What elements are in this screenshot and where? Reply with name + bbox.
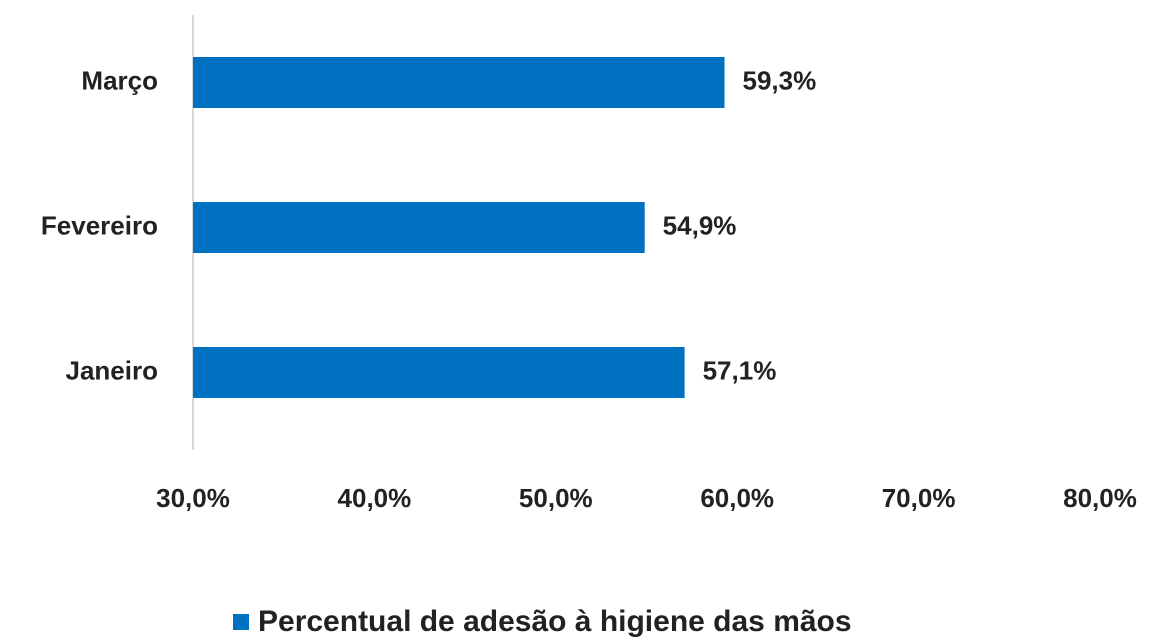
y-tick-label: Fevereiro: [41, 210, 158, 240]
x-tick-label: 40,0%: [338, 483, 412, 513]
x-tick-label: 50,0%: [519, 483, 593, 513]
x-tick-label: 80,0%: [1063, 483, 1137, 513]
legend-label: Percentual de adesão à higiene das mãos: [258, 605, 852, 638]
legend-swatch: [233, 614, 249, 630]
bar: [193, 347, 685, 398]
x-tick-label: 60,0%: [700, 483, 774, 513]
y-tick-label: Janeiro: [66, 355, 159, 385]
value-label: 57,1%: [703, 355, 777, 385]
value-label: 59,3%: [743, 65, 817, 95]
x-tick-label: 70,0%: [882, 483, 956, 513]
bar: [193, 57, 725, 108]
value-label: 54,9%: [663, 210, 737, 240]
x-tick-label: 30,0%: [156, 483, 230, 513]
y-tick-label: Março: [81, 65, 158, 95]
bar: [193, 202, 645, 253]
